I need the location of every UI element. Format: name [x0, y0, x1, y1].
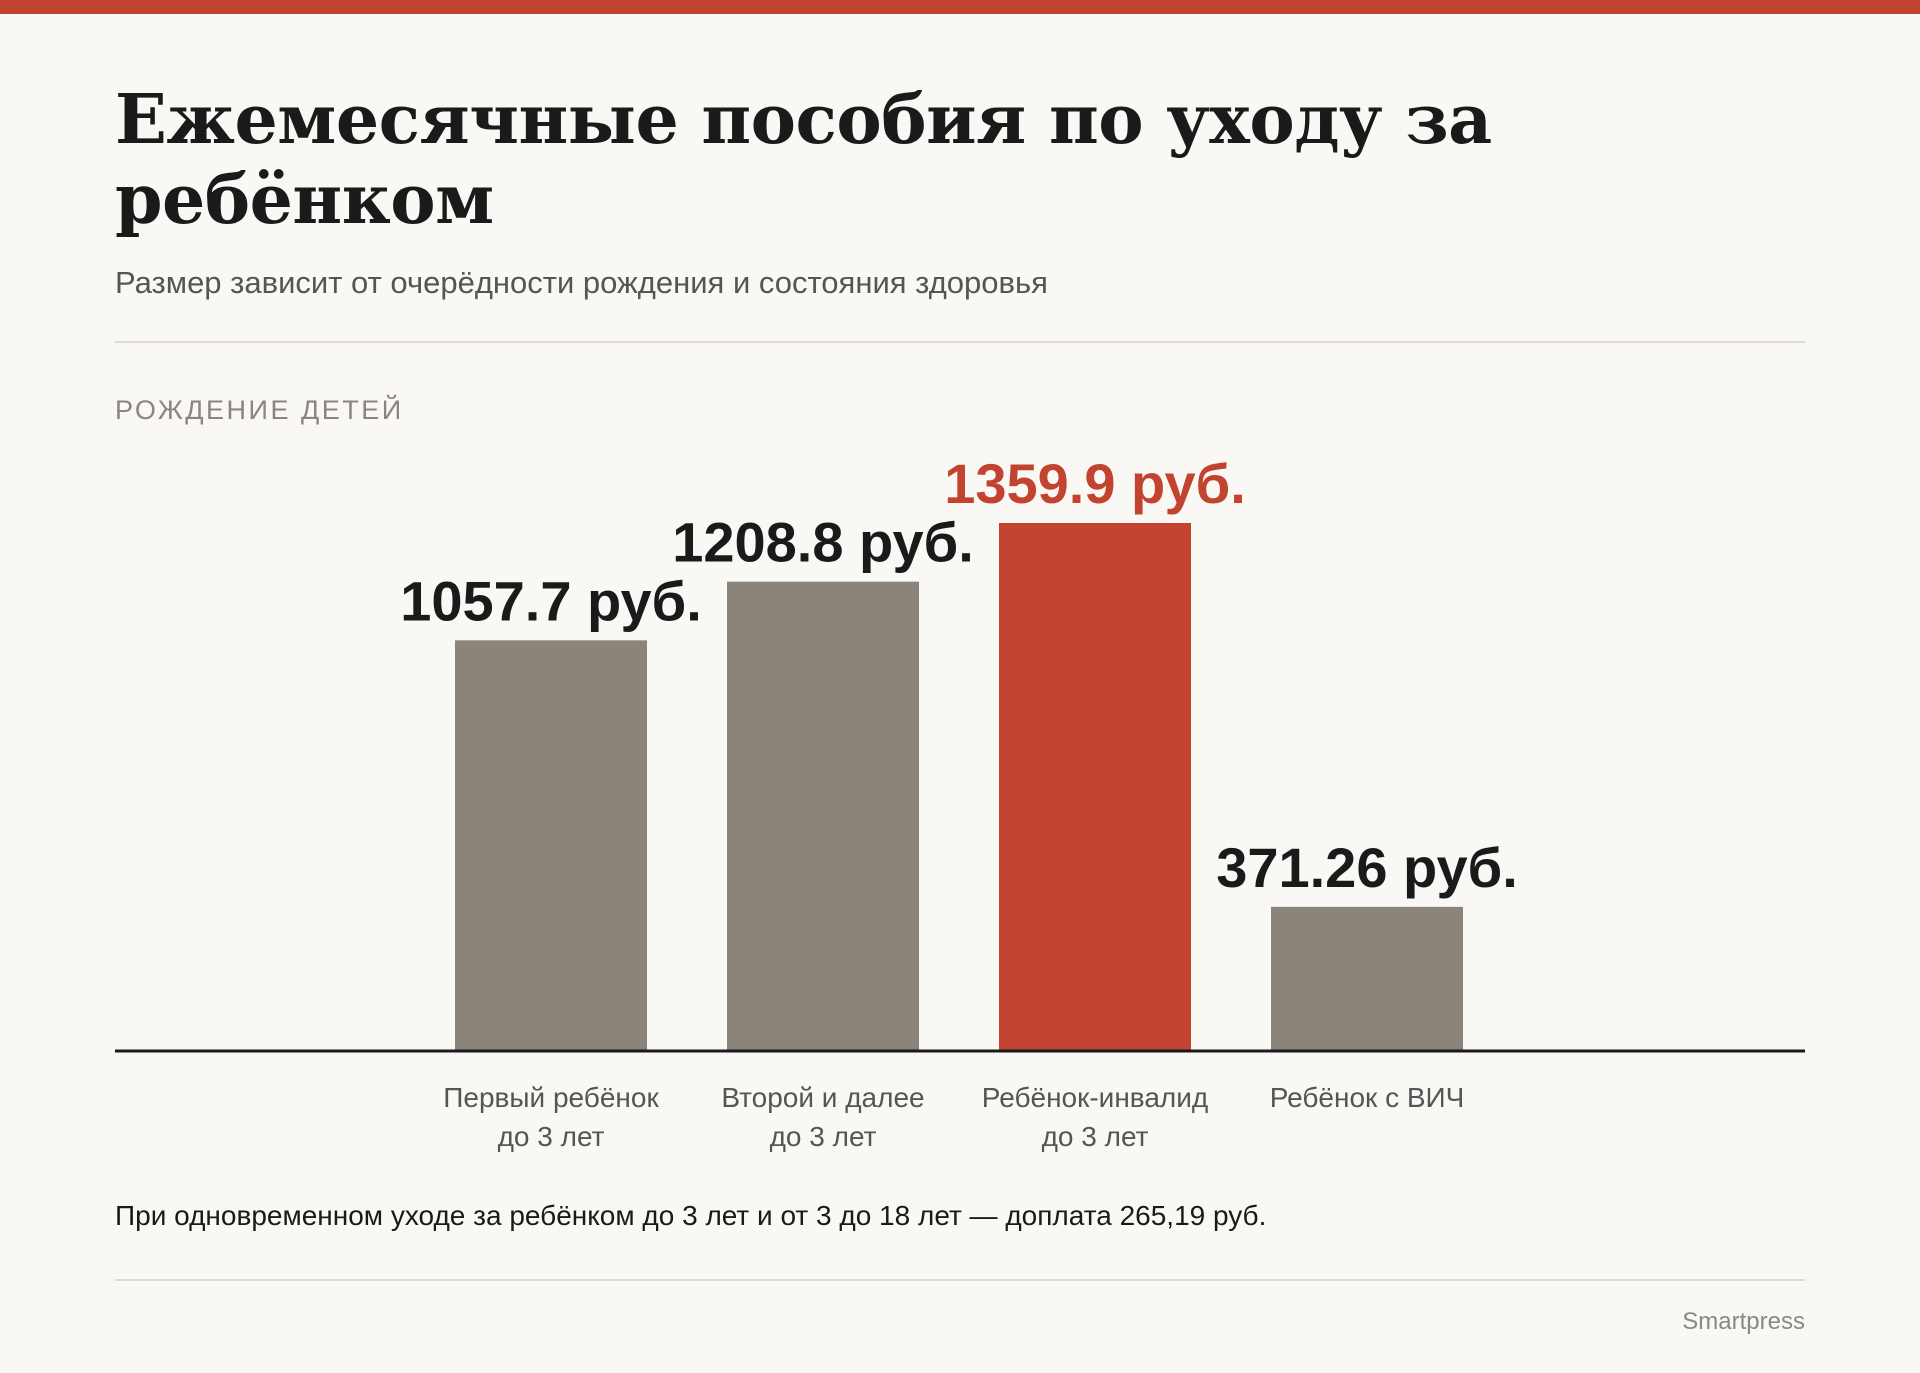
value-label-2: 1208.8 руб.: [672, 511, 974, 574]
category-label-3-line-2: до 3 лет: [1042, 1121, 1149, 1152]
divider-top: [115, 341, 1805, 343]
bar-4: [1271, 906, 1463, 1051]
category-label-1-line-1: Первый ребёнок: [443, 1082, 659, 1113]
section-label: РОЖДЕНИЕ ДЕТЕЙ: [115, 395, 404, 425]
category-label-2-line-2: до 3 лет: [770, 1121, 877, 1152]
chart-title: Ежемесячные пособия по уходу за ребёнком: [115, 80, 1492, 240]
category-label-2-line-1: Второй и далее: [721, 1082, 924, 1113]
value-label-4: 371.26 руб.: [1216, 836, 1518, 899]
source-credit: Smartpress: [1682, 1308, 1805, 1335]
footnote: При одновременном уходе за ребёнком до 3…: [115, 1200, 1267, 1231]
category-label-4-line-1: Ребёнок с ВИЧ: [1270, 1082, 1465, 1113]
top-accent-bar: [0, 0, 1920, 14]
bar-1: [455, 640, 647, 1051]
chart-subtitle: Размер зависит от очерёдности рождения и…: [115, 265, 1048, 300]
value-label-1: 1057.7 руб.: [400, 569, 702, 632]
bar-2: [727, 581, 919, 1051]
category-label-1-line-2: до 3 лет: [498, 1121, 605, 1152]
divider-bottom: [115, 1279, 1805, 1281]
value-label-3: 1359.9 руб.: [944, 452, 1246, 515]
category-label-3-line-1: Ребёнок-инвалид: [982, 1082, 1208, 1113]
bar-3: [999, 523, 1191, 1051]
